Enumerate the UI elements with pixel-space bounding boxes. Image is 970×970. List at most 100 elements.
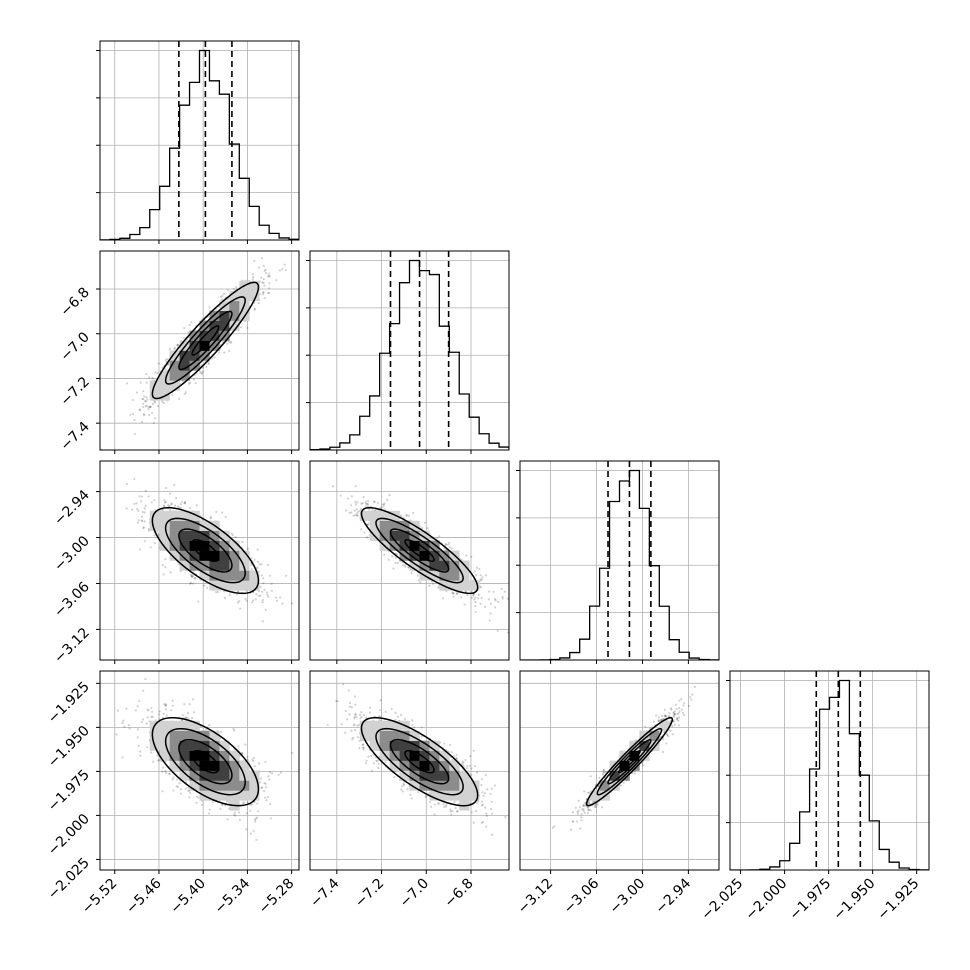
sample-point	[164, 565, 167, 569]
sample-point	[153, 542, 156, 545]
sample-point	[121, 721, 124, 725]
sample-point	[260, 257, 264, 260]
sample-point	[161, 366, 164, 369]
sample-point	[148, 414, 151, 417]
sample-point	[588, 802, 591, 805]
sample-point	[587, 801, 590, 804]
sample-point	[183, 703, 186, 706]
sample-point	[448, 541, 451, 545]
density-cell	[189, 730, 200, 741]
sample-point	[362, 746, 365, 749]
sample-point	[481, 820, 485, 824]
sample-point	[430, 580, 434, 583]
sample-point	[233, 811, 237, 814]
sample-point	[251, 273, 254, 276]
sample-point	[571, 820, 574, 823]
density-cell	[219, 580, 230, 591]
sample-point	[256, 560, 259, 564]
sample-point	[442, 803, 445, 806]
sample-point	[293, 246, 295, 248]
sample-point	[170, 709, 173, 712]
sample-point	[348, 701, 352, 704]
contour-line	[389, 528, 450, 573]
sample-point	[172, 776, 175, 779]
density-cell	[149, 520, 160, 531]
density-cell	[239, 760, 250, 771]
sample-point	[666, 733, 669, 736]
sample-point	[683, 702, 686, 705]
sample-point	[265, 591, 269, 594]
density-cell	[409, 750, 420, 761]
sample-point	[399, 514, 402, 517]
density-cell	[179, 520, 190, 531]
sample-point	[404, 565, 407, 568]
sample-point	[496, 629, 499, 632]
sample-point	[156, 404, 160, 408]
x-tick-label: −7.4	[307, 875, 342, 910]
sample-point	[251, 758, 254, 761]
contour-line	[191, 749, 220, 774]
sample-point	[587, 802, 591, 805]
sample-point	[494, 599, 497, 602]
sample-point	[455, 757, 458, 760]
density-cell	[249, 770, 260, 781]
sample-point	[583, 811, 586, 814]
density-cell	[199, 350, 210, 361]
sample-point	[594, 804, 597, 808]
density-cell	[199, 570, 210, 581]
sample-point	[143, 507, 146, 510]
density-cell	[199, 740, 210, 751]
sample-point	[420, 726, 423, 729]
sample-point	[262, 582, 265, 585]
sample-point	[226, 818, 229, 821]
density-cell	[399, 750, 410, 761]
sample-point	[363, 531, 366, 534]
sample-point	[252, 276, 255, 279]
sample-point	[405, 514, 408, 517]
sample-point	[187, 786, 190, 789]
sample-point	[221, 511, 224, 514]
sample-point	[260, 786, 263, 790]
density-cell	[189, 360, 200, 371]
sample-point	[225, 800, 229, 803]
sample-point	[133, 502, 136, 505]
density-cell	[389, 720, 400, 731]
sample-point	[200, 371, 203, 374]
density-cell	[229, 790, 240, 801]
y-tick-label: −1.950	[45, 723, 93, 771]
sample-point	[672, 720, 675, 723]
sample-point	[455, 810, 459, 813]
scatter-panel-p2-p3: −3.12 −3.06 −3.00 −2.94	[515, 670, 720, 917]
sample-point	[580, 813, 583, 816]
sample-point	[136, 507, 139, 511]
sample-point	[669, 707, 673, 710]
density-cell	[239, 560, 250, 571]
x-tick-label: −5.28	[256, 876, 298, 918]
density-cell	[169, 540, 180, 551]
sample-point	[234, 814, 237, 817]
sample-point	[137, 509, 140, 513]
sample-point	[209, 517, 212, 520]
density-cell	[209, 340, 220, 351]
sample-point	[270, 589, 273, 592]
sample-point	[594, 783, 597, 786]
sample-point	[281, 268, 284, 271]
sample-point	[429, 537, 432, 540]
sample-point	[677, 724, 681, 727]
sample-point	[150, 706, 153, 710]
sample-point	[232, 813, 236, 816]
sample-point	[501, 597, 504, 600]
density-cell	[199, 760, 210, 771]
sample-point	[480, 596, 483, 600]
density-cell	[209, 540, 220, 551]
density-cell	[159, 740, 170, 751]
density-cell	[449, 580, 460, 591]
sample-point	[664, 714, 667, 717]
sample-point	[214, 590, 218, 594]
density-cell	[239, 290, 250, 302]
density-cell	[179, 550, 190, 561]
density-cell	[359, 730, 370, 741]
density-cell	[429, 790, 440, 801]
sample-point	[154, 417, 157, 420]
